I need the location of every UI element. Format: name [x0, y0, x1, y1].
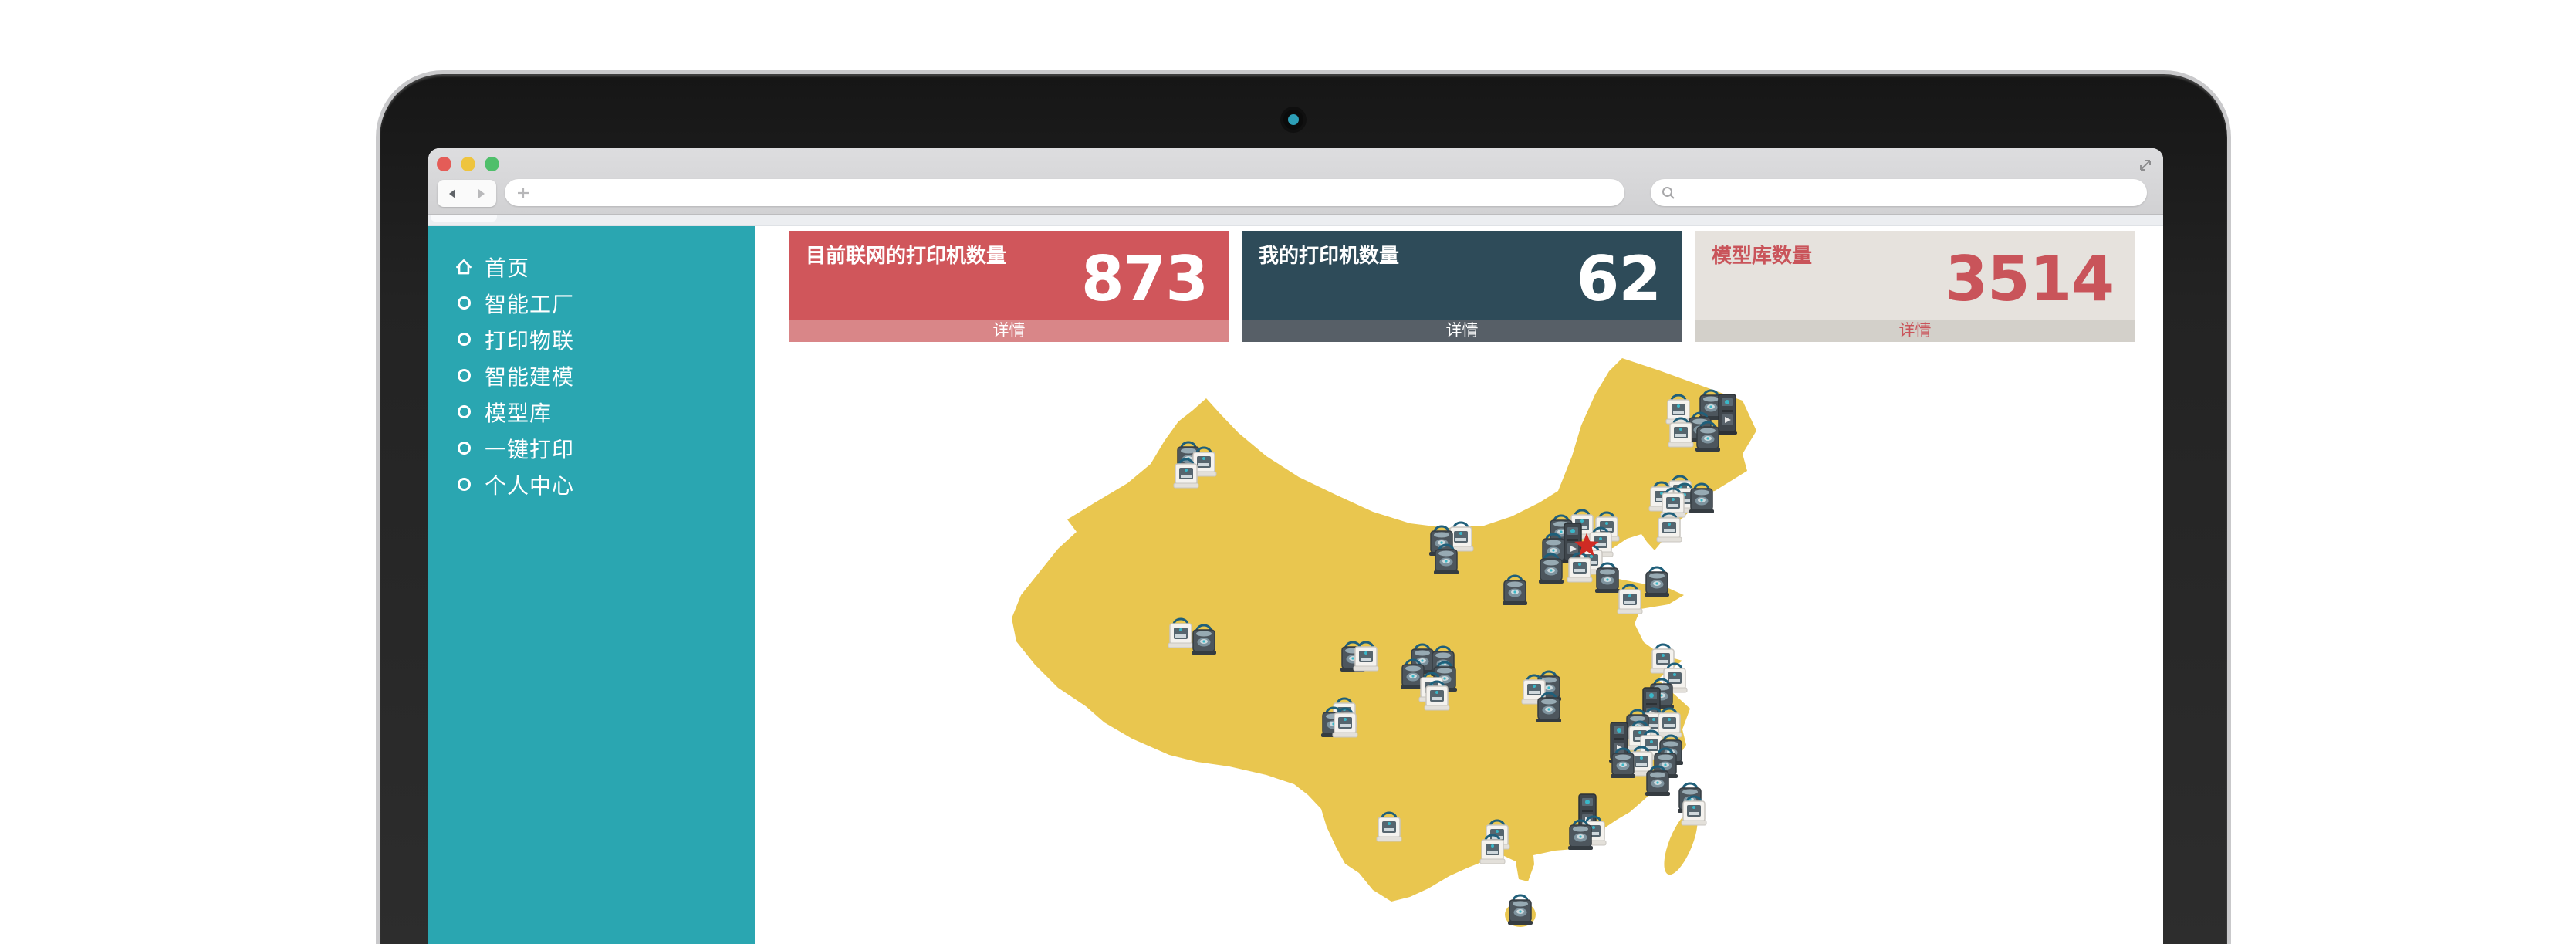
printer-marker-dark — [1695, 421, 1721, 452]
stat-card-my-printers: 我的打印机数量 62 详情 — [1242, 231, 1682, 342]
stat-card-details-link[interactable]: 详情 — [1242, 320, 1682, 342]
sidebar-item-5[interactable]: 模型库 — [454, 394, 755, 430]
printer-marker-light — [1656, 512, 1682, 543]
stat-card-value: 3514 — [1945, 243, 2115, 315]
stat-cards-row: 目前联网的打印机数量 873 详情 我的打印机数量 62 详情 模型库数量 35… — [789, 231, 2135, 342]
circle-icon — [454, 475, 474, 495]
back-arrow-icon — [449, 188, 456, 198]
printer-marker-dark — [1644, 566, 1670, 597]
plus-icon — [518, 187, 529, 198]
sidebar: 首页 智能工厂 打印物联 智能建模 模型库 一键打印 个人中心 — [428, 226, 755, 944]
taiwan-island-shape — [1664, 810, 1698, 875]
sidebar-item-6[interactable]: 一键打印 — [454, 430, 755, 466]
printer-marker-light — [1376, 811, 1402, 842]
stat-card-label: 目前联网的打印机数量 — [806, 245, 1007, 268]
china-map — [965, 340, 1891, 944]
printer-marker-dark — [1645, 765, 1671, 796]
sidebar-item-2[interactable]: 智能工厂 — [454, 285, 755, 321]
circle-icon — [454, 330, 474, 350]
china-mainland-shape — [1012, 358, 1756, 902]
printer-marker-dark — [1433, 543, 1459, 574]
stat-card-details-link[interactable]: 详情 — [789, 320, 1229, 342]
back-button[interactable] — [441, 182, 465, 205]
printer-marker-light — [1660, 487, 1686, 518]
stat-card-details-link[interactable]: 详情 — [1695, 320, 2135, 342]
search-input[interactable] — [1683, 182, 2139, 203]
printer-marker-dark — [1507, 894, 1533, 925]
china-map-svg — [1012, 358, 1756, 927]
browser-toolbar — [428, 148, 2163, 215]
nav-button-group — [438, 180, 496, 207]
search-bar — [1651, 179, 2147, 206]
zoom-window-button[interactable] — [485, 157, 499, 171]
printer-marker-light — [1567, 552, 1593, 583]
stat-card-value: 873 — [1081, 243, 1209, 315]
sidebar-item-4[interactable]: 智能建模 — [454, 357, 755, 394]
circle-icon — [454, 293, 474, 313]
sidebar-item-3[interactable]: 打印物联 — [454, 321, 755, 357]
sidebar-menu: 首页 智能工厂 打印物联 智能建模 模型库 一键打印 个人中心 — [428, 226, 755, 502]
close-window-button[interactable] — [437, 157, 451, 171]
printer-marker-tower — [1716, 394, 1738, 435]
printer-marker-light — [1168, 617, 1194, 648]
printer-marker-light — [1173, 458, 1199, 489]
forward-arrow-icon — [478, 188, 485, 198]
stat-card-label: 我的打印机数量 — [1259, 245, 1400, 268]
home-icon — [454, 257, 474, 277]
window-controls — [437, 157, 499, 171]
sidebar-item-7[interactable]: 个人中心 — [454, 466, 755, 502]
minimize-window-button[interactable] — [461, 157, 475, 171]
printer-marker-light — [1656, 707, 1682, 738]
stat-card-model-library: 模型库数量 3514 详情 — [1695, 231, 2135, 342]
printer-marker-dark — [1567, 819, 1594, 850]
tab-strip — [428, 215, 2163, 226]
printer-marker-dark — [1538, 553, 1564, 584]
printer-marker-dark — [1191, 624, 1217, 655]
laptop-screen: 首页 智能工厂 打印物联 智能建模 模型库 一键打印 个人中心 目前联网的打印机… — [428, 148, 2163, 944]
printer-marker-light — [1617, 584, 1643, 614]
printer-marker-dark — [1689, 482, 1715, 513]
sidebar-item-1[interactable]: 首页 — [454, 249, 755, 285]
circle-icon — [454, 438, 474, 458]
webcam — [1283, 110, 1303, 130]
stat-card-connected-printers: 目前联网的打印机数量 873 详情 — [789, 231, 1229, 342]
stat-card-value: 62 — [1576, 243, 1662, 315]
printer-marker-light — [1668, 417, 1694, 448]
circle-icon — [454, 366, 474, 386]
printer-marker-light — [1681, 795, 1707, 826]
resize-handle-icon[interactable] — [2135, 155, 2155, 175]
printer-marker-dark — [1594, 562, 1621, 593]
forward-button[interactable] — [469, 182, 492, 205]
circle-icon — [454, 402, 474, 422]
printer-marker-dark — [1536, 692, 1562, 722]
tab-strip-highlight — [431, 215, 497, 222]
printer-marker-light — [1332, 707, 1358, 738]
printer-marker-dark — [1610, 747, 1636, 778]
printer-marker-dark — [1502, 574, 1528, 605]
printer-marker-light — [1424, 680, 1450, 711]
main-panel: 目前联网的打印机数量 873 详情 我的打印机数量 62 详情 模型库数量 35… — [755, 226, 2163, 944]
printer-marker-light — [1479, 834, 1506, 864]
laptop-frame: 首页 智能工厂 打印物联 智能建模 模型库 一键打印 个人中心 目前联网的打印机… — [380, 74, 2227, 944]
printer-marker-light — [1353, 641, 1379, 672]
app-content: 首页 智能工厂 打印物联 智能建模 模型库 一键打印 个人中心 目前联网的打印机… — [428, 226, 2163, 944]
url-input[interactable] — [539, 182, 1617, 203]
address-bar — [505, 179, 1624, 206]
stat-card-label: 模型库数量 — [1712, 245, 1813, 268]
search-icon — [1662, 186, 1675, 199]
